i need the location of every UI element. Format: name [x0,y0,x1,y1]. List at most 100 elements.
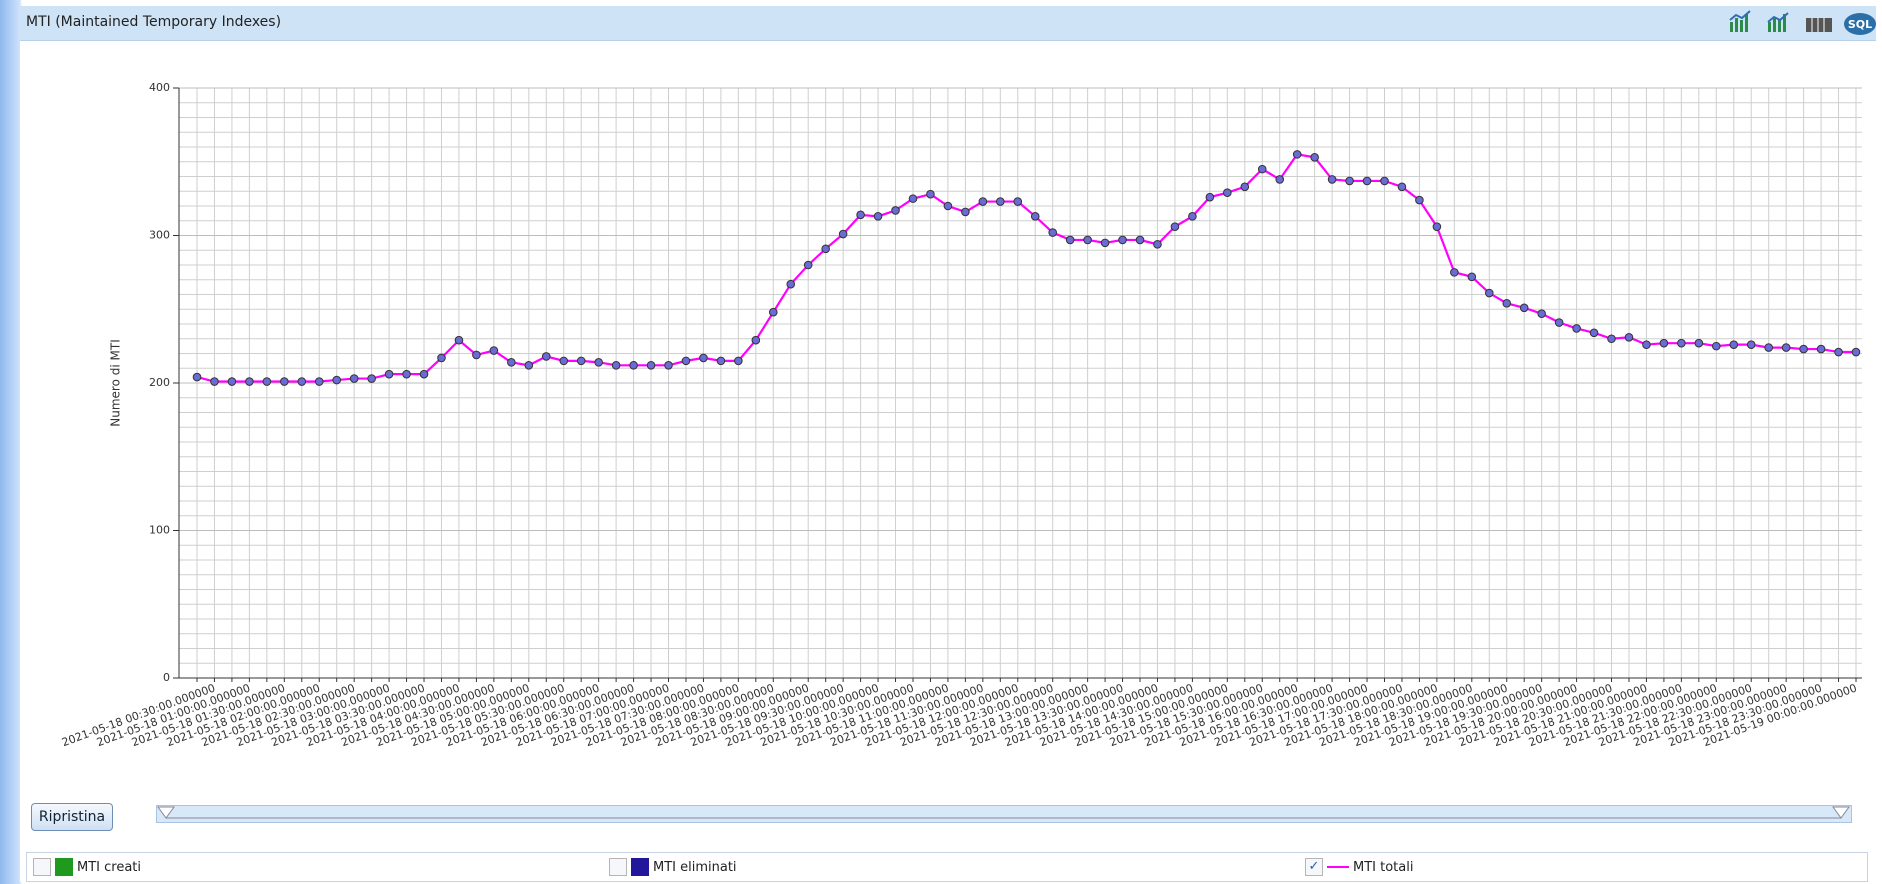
data-point [1589,328,1599,338]
slider-right-handle[interactable] [1832,806,1850,819]
data-point [961,207,970,217]
data-point [437,353,446,363]
data-point [1188,212,1197,221]
data-point [996,197,1005,206]
data-point [1170,222,1180,231]
data-point [210,377,219,386]
toolbar: SQL [1729,10,1876,35]
data-point [1572,324,1581,333]
data-point [1083,235,1092,245]
slider-handles [157,806,1850,819]
data-point [891,206,900,215]
data-point [873,212,883,221]
data-point [1729,340,1739,349]
data-point [245,377,254,386]
data-point [1554,318,1564,327]
data-point [699,353,708,363]
range-slider[interactable] [156,805,1852,823]
data-point [1275,175,1285,184]
data-point [297,377,307,386]
y-axis-label: Numero di MTI [109,339,123,426]
data-point [1327,175,1337,184]
data-point [1851,347,1861,357]
data-point [1415,195,1424,205]
data-point [1345,176,1354,186]
data-point [559,356,569,366]
legend-label: MTI eliminati [653,859,737,875]
data-point [367,374,376,383]
data-point [1624,332,1634,342]
legend-label: MTI totali [1353,859,1414,875]
data-point [803,260,813,270]
data-point [646,361,656,370]
data-point [1484,288,1494,298]
data-point [978,197,988,206]
data-point [716,356,726,366]
data-point [1013,197,1023,206]
data-point [419,369,429,379]
legend-label: MTI creati [77,859,142,875]
data-point [402,369,411,379]
data-point [1467,272,1477,282]
legend-item[interactable]: MTI creati [33,857,141,877]
data-point [611,361,621,370]
data-point [1135,235,1145,245]
data-point [1537,309,1546,318]
area-chart-icon[interactable] [1767,12,1789,32]
data-point [1519,303,1529,313]
panel-title: MTI (Maintained Temporary Indexes) [26,14,282,30]
data-point [1834,347,1843,357]
legend-item[interactable]: MTI eliminati [609,857,737,877]
legend-checkbox[interactable] [609,858,627,876]
data-point [1030,212,1040,221]
data-point [838,229,848,239]
legend-item[interactable]: ✓ MTI totali [1305,857,1413,877]
data-point [664,361,673,370]
data-point [856,210,865,220]
data-point [768,307,778,317]
reset-button[interactable]: Ripristina [31,803,113,831]
y-tick-label: 400 [149,81,170,94]
data-point [262,377,272,386]
legend-swatch [55,858,73,876]
data-point [1362,176,1372,186]
y-tick-label: 300 [149,229,170,242]
sql-icon[interactable]: SQL [1844,13,1876,35]
data-point [821,244,830,254]
data-point [1711,341,1721,351]
legend-checkbox[interactable] [33,858,51,876]
y-tick-label: 100 [149,524,170,537]
data-point [1799,344,1808,354]
data-point [1607,334,1616,344]
data-point [524,361,534,370]
data-point [489,346,499,355]
legend-swatch [631,858,649,876]
line-chart-icon[interactable] [1729,10,1751,32]
data-point [1100,238,1110,248]
data-point [1292,150,1302,159]
data-point [1205,192,1215,202]
data-point [1310,153,1319,162]
data-point [541,352,551,361]
data-point [786,279,796,289]
data-point [454,335,464,345]
data-point [1694,338,1704,348]
legend-checkbox[interactable]: ✓ [1305,858,1323,876]
data-point [1153,240,1162,249]
data-point [1816,344,1826,354]
data-point [1746,340,1756,349]
data-point [1240,182,1250,192]
data-point [1450,268,1459,277]
table-icon[interactable] [1806,18,1832,32]
data-point [734,356,743,366]
data-point [1048,228,1057,237]
slider-left-handle[interactable] [157,806,175,819]
data-point [280,377,289,386]
y-tick-label: 0 [163,671,170,684]
data-point [1642,340,1651,349]
data-point [349,374,359,383]
data-point [926,189,935,199]
sql-label: SQL [1848,18,1872,31]
